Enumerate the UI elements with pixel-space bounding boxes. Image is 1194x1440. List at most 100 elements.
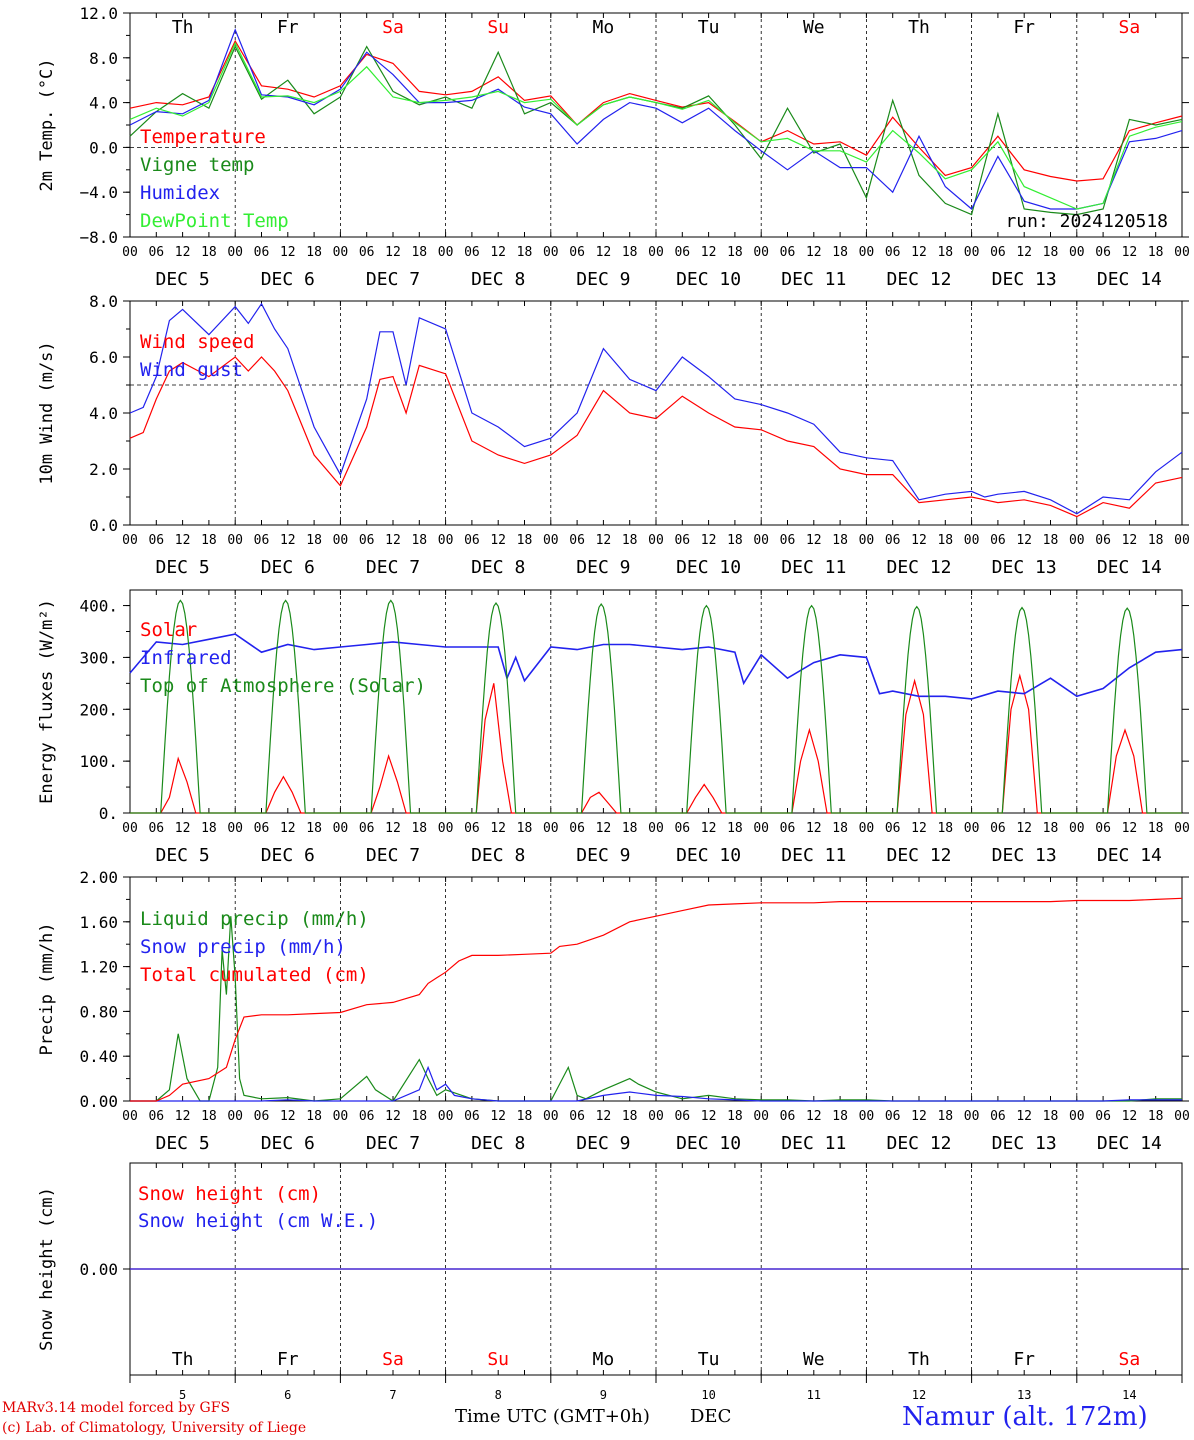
energy-ytick-label: 300. (79, 648, 118, 667)
temp-date-label: DEC 6 (261, 269, 315, 290)
temp-ytick-label: −8.0 (79, 228, 118, 247)
temp-hour-label: 00 (964, 245, 980, 260)
precip-hour-label: 00 (753, 1109, 769, 1124)
wind-hour-label: 12 (280, 533, 296, 548)
wind-hour-label: 12 (385, 533, 401, 548)
energy-hour-label: 00 (122, 821, 138, 836)
energy-hour-label: 06 (674, 821, 690, 836)
wind-hour-label: 18 (517, 533, 533, 548)
temp-hour-label: 12 (490, 245, 506, 260)
snow-day-name: Th (172, 1349, 194, 1370)
month-label: DEC (690, 1406, 732, 1427)
temp-hour-label: 00 (1069, 245, 1085, 260)
wind-hour-label: 18 (306, 533, 322, 548)
energy-legend-infrared: Infrared (140, 647, 232, 669)
energy-hour-label: 00 (227, 821, 243, 836)
precip-ytick-label: 1.60 (79, 913, 118, 932)
precip-ytick-label: 1.20 (79, 958, 118, 977)
lab-credit: (c) Lab. of Climatology, University of L… (2, 1420, 307, 1436)
precip-hour-label: 18 (201, 1109, 217, 1124)
temp-day-name: Mo (593, 17, 615, 38)
wind-hour-label: 06 (990, 533, 1006, 548)
snow-day-name: Fr (277, 1349, 299, 1370)
energy-hour-label: 12 (1122, 821, 1138, 836)
wind-date-label: DEC 14 (1097, 557, 1162, 578)
precip-series-snow-precip-mm-h- (130, 1065, 1182, 1102)
energy-date-label: DEC 14 (1097, 845, 1162, 866)
snow-day-name: Mo (593, 1349, 615, 1370)
temp-hour-label: 06 (780, 245, 796, 260)
wind-hour-label: 12 (911, 533, 927, 548)
snow-day-number: 13 (1017, 1388, 1031, 1400)
energy-ytick-label: 200. (79, 700, 118, 719)
wind-ytick-label: 2.0 (89, 460, 118, 479)
temp-hour-label: 12 (385, 245, 401, 260)
wind-hour-label: 00 (543, 533, 559, 548)
wind-hour-label: 18 (622, 533, 638, 548)
wind-hour-label: 06 (885, 533, 901, 548)
wind-hour-label: 18 (201, 533, 217, 548)
temp-hour-label: 06 (885, 245, 901, 260)
precip-ytick-label: 2.00 (79, 868, 118, 887)
energy-hour-label: 00 (648, 821, 664, 836)
temp-ytick-label: 12.0 (79, 4, 118, 23)
energy-hour-label: 00 (333, 821, 349, 836)
temp-legend-humidex: Humidex (140, 182, 220, 204)
temp-hour-label: 00 (1174, 245, 1190, 260)
precip-panel: 0.00 0.40 0.80 1.20 1.60 2.00 Precip (mm/h) Liq… (37, 868, 1190, 1154)
temp-hour-label: 06 (148, 245, 164, 260)
temp-date-label: DEC 9 (576, 269, 630, 290)
wind-hour-label: 06 (569, 533, 585, 548)
precip-hour-label: 18 (411, 1109, 427, 1124)
precip-hour-label: 18 (306, 1109, 322, 1124)
precip-legend-total-cumulated-cm-: Total cumulated (cm) (140, 964, 369, 986)
wind-hour-label: 00 (227, 533, 243, 548)
wind-hour-label: 12 (596, 533, 612, 548)
temp-hour-label: 18 (832, 245, 848, 260)
energy-hour-label: 18 (1043, 821, 1059, 836)
snow-day-number: 9 (600, 1388, 607, 1400)
temp-date-label: DEC 5 (156, 269, 210, 290)
energy-hour-label: 12 (490, 821, 506, 836)
precip-hour-label: 06 (990, 1109, 1006, 1124)
temp-hour-label: 06 (359, 245, 375, 260)
temp-day-name: Fr (277, 17, 299, 38)
snow-day-number: 8 (495, 1388, 502, 1400)
wind-hour-label: 12 (490, 533, 506, 548)
precip-hour-label: 00 (227, 1109, 243, 1124)
energy-date-label: DEC 10 (676, 845, 741, 866)
precip-date-label: DEC 14 (1097, 1133, 1162, 1154)
temp-ylabel: 2m Temp. (°C) (37, 58, 57, 191)
temp-date-label: DEC 12 (886, 269, 951, 290)
energy-hour-label: 00 (1174, 821, 1190, 836)
precip-legend-snow-precip-mm-h-: Snow precip (mm/h) (140, 936, 346, 958)
precip-hour-label: 00 (1069, 1109, 1085, 1124)
precip-hour-label: 06 (885, 1109, 901, 1124)
energy-date-label: DEC 8 (471, 845, 525, 866)
temp-day-name: Su (487, 17, 509, 38)
wind-hour-label: 00 (753, 533, 769, 548)
x-axis-title: Time UTC (GMT+0h) (455, 1406, 650, 1427)
energy-date-label: DEC 6 (261, 845, 315, 866)
snow-day-name: Fr (1013, 1349, 1035, 1370)
temp-hour-label: 18 (727, 245, 743, 260)
precip-hour-label: 06 (674, 1109, 690, 1124)
wind-hour-label: 18 (937, 533, 953, 548)
temp-hour-label: 00 (227, 245, 243, 260)
energy-date-label: DEC 13 (992, 845, 1057, 866)
wind-hour-label: 12 (175, 533, 191, 548)
wind-hour-label: 00 (122, 533, 138, 548)
wind-hour-label: 06 (464, 533, 480, 548)
temp-hour-label: 18 (306, 245, 322, 260)
energy-hour-label: 06 (359, 821, 375, 836)
precip-hour-label: 12 (701, 1109, 717, 1124)
wind-legend-wind-speed: Wind speed (140, 331, 254, 353)
precip-hour-label: 12 (596, 1109, 612, 1124)
energy-series-infrared (129, 633, 1183, 700)
precip-hour-label: 00 (1174, 1109, 1190, 1124)
snow-day-number: 11 (807, 1388, 821, 1400)
temp-hour-label: 00 (333, 245, 349, 260)
energy-hour-label: 00 (859, 821, 875, 836)
wind-hour-label: 06 (359, 533, 375, 548)
snow-day-number: 12 (912, 1388, 926, 1400)
